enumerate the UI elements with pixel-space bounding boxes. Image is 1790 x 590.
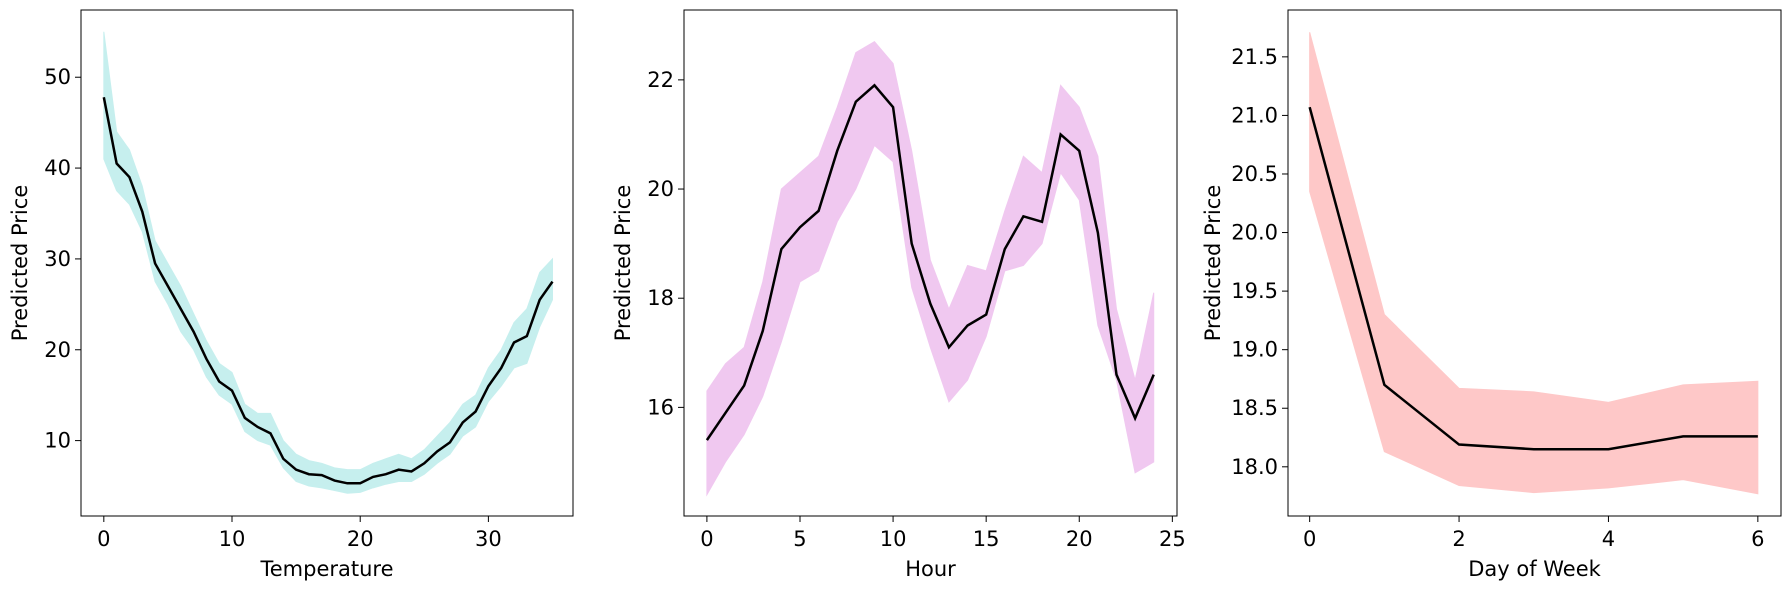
y-tick-label: 20.5: [1231, 162, 1278, 186]
x-tick-label: 2: [1452, 527, 1465, 551]
y-tick-label: 18: [647, 286, 674, 310]
x-tick-label: 15: [973, 527, 1000, 551]
y-tick-label: 19.5: [1231, 279, 1278, 303]
plot-frame: [683, 9, 1178, 517]
y-tick-label: 22: [647, 68, 674, 92]
x-tick-label: 10: [219, 527, 246, 551]
y-tick-label: 16: [647, 395, 674, 419]
y-tick-label: 18.0: [1231, 455, 1278, 479]
confidence-band: [103, 31, 553, 494]
x-axis-label: Day of Week: [1468, 557, 1601, 581]
y-tick-label: 20.0: [1231, 221, 1278, 245]
x-tick-label: 10: [880, 527, 907, 551]
y-tick-label: 21.5: [1231, 45, 1278, 69]
y-tick-label: 40: [44, 156, 71, 180]
x-axis-label: Hour: [905, 557, 956, 581]
y-tick-label: 19.0: [1231, 338, 1278, 362]
plot-frame: [80, 9, 574, 517]
x-tick-label: 25: [1159, 527, 1186, 551]
y-tick-label: 10: [44, 429, 71, 453]
y-tick-label: 50: [44, 65, 71, 89]
x-tick-label: 5: [793, 527, 806, 551]
x-tick-label: 0: [97, 527, 110, 551]
x-tick-label: 0: [1303, 527, 1316, 551]
x-tick-label: 20: [347, 527, 374, 551]
y-tick-label: 21.0: [1231, 103, 1278, 127]
plot-frame: [1287, 9, 1782, 517]
y-tick-label: 18.5: [1231, 396, 1278, 420]
x-axis-label: Temperature: [259, 557, 393, 581]
x-tick-label: 20: [1066, 527, 1093, 551]
x-tick-label: 6: [1751, 527, 1764, 551]
x-tick-label: 4: [1602, 527, 1615, 551]
y-axis-label: Predicted Price: [1201, 185, 1225, 342]
y-tick-label: 20: [44, 338, 71, 362]
confidence-band: [706, 41, 1155, 497]
confidence-band: [1309, 32, 1759, 495]
line: [1308, 106, 1758, 451]
line: [102, 96, 554, 485]
y-tick-label: 30: [44, 247, 71, 271]
line: [705, 83, 1155, 441]
y-axis-label: Predicted Price: [8, 185, 32, 342]
x-tick-label: 30: [475, 527, 502, 551]
y-tick-label: 20: [647, 177, 674, 201]
x-tick-label: 0: [700, 527, 713, 551]
y-axis-label: Predicted Price: [611, 185, 635, 342]
